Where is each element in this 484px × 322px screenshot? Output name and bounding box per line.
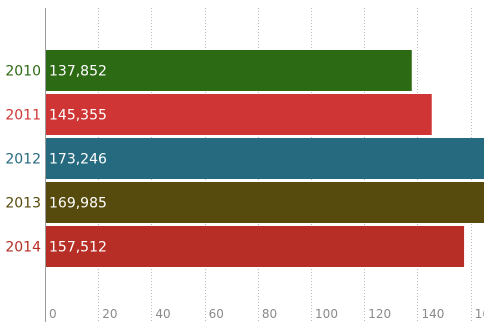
bar-2012 <box>46 138 484 179</box>
x-tick-labels: 0 20 40 60 80 100 120 140 160 <box>49 307 484 321</box>
x-tick-label-20: 20 <box>102 307 117 321</box>
category-label-2011: 2011 <box>5 108 41 124</box>
x-tick-label-140: 140 <box>421 307 444 321</box>
bars <box>46 50 484 267</box>
value-label-2012: 173,246 <box>49 152 107 168</box>
x-tick-label-160: 160 <box>475 307 484 321</box>
category-labels: 2010 2011 2012 2013 2014 <box>5 64 41 256</box>
x-tick-label-100: 100 <box>315 307 338 321</box>
bar-2010 <box>46 50 412 91</box>
x-tick-label-80: 80 <box>262 307 277 321</box>
bar-2013 <box>46 182 484 223</box>
category-label-2013: 2013 <box>5 196 41 212</box>
x-tick-label-40: 40 <box>155 307 170 321</box>
value-label-2010: 137,852 <box>49 64 107 80</box>
category-label-2012: 2012 <box>5 152 41 168</box>
bar-2014 <box>46 226 465 267</box>
x-tick-label-60: 60 <box>209 307 224 321</box>
value-label-2014: 157,512 <box>49 240 107 256</box>
value-labels: 137,852 145,355 173,246 169,985 157,512 <box>49 64 107 256</box>
category-label-2014: 2014 <box>5 240 41 256</box>
x-tick-label-120: 120 <box>368 307 391 321</box>
bar-2011 <box>46 94 432 135</box>
value-label-2011: 145,355 <box>49 108 107 124</box>
value-label-2013: 169,985 <box>49 196 107 212</box>
category-label-2010: 2010 <box>5 64 41 80</box>
x-tick-label-0: 0 <box>49 307 57 321</box>
